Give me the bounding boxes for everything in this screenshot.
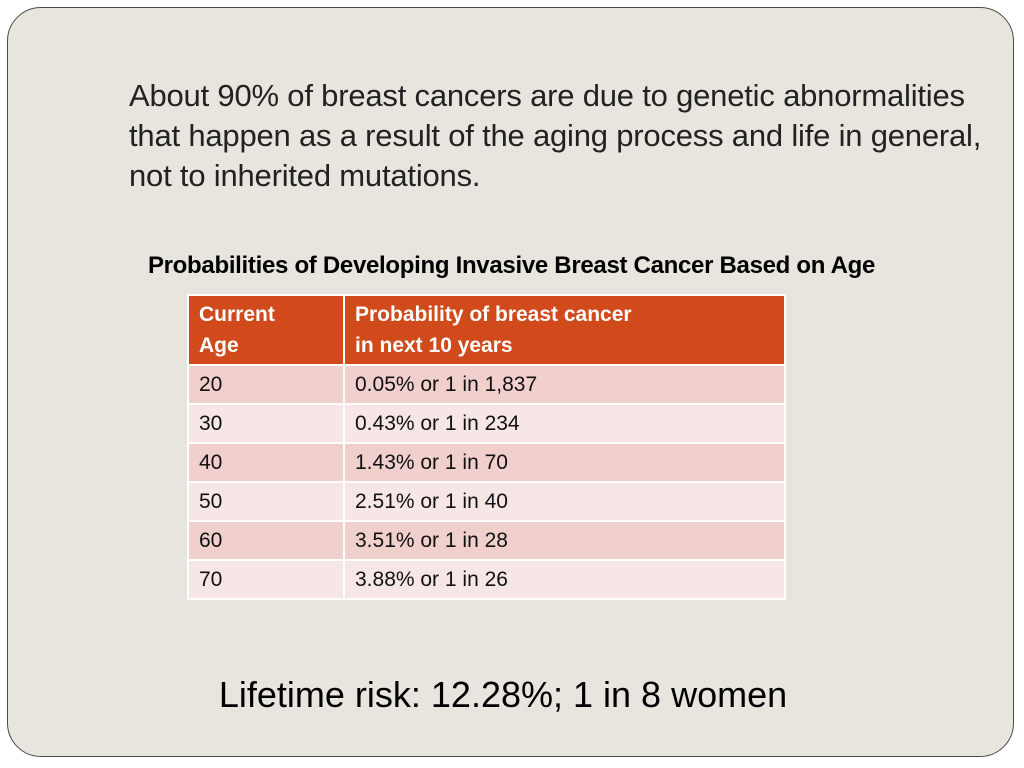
table-title: Probabilities of Developing Invasive Bre… — [147, 252, 876, 279]
probability-table: Current Age Probability of breast cancer… — [187, 294, 786, 600]
probability-cell: 1.43% or 1 in 70 — [343, 442, 786, 483]
probability-cell: 0.05% or 1 in 1,837 — [343, 364, 786, 405]
age-cell: 40 — [187, 442, 345, 483]
slide-frame: About 90% of breast cancers are due to g… — [7, 7, 1014, 757]
table-header-row: Current Age Probability of breast cancer… — [187, 294, 786, 366]
lifetime-risk-text: Lifetime risk: 12.28%; 1 in 8 women — [218, 674, 788, 715]
header-probability: Probability of breast cancer in next 10 … — [343, 294, 786, 366]
table-row: 60 3.51% or 1 in 28 — [187, 520, 786, 561]
table-row: 40 1.43% or 1 in 70 — [187, 442, 786, 483]
table-row: 20 0.05% or 1 in 1,837 — [187, 364, 786, 405]
probability-cell: 2.51% or 1 in 40 — [343, 481, 786, 522]
header-prob-line1: Probability of breast cancer — [355, 303, 632, 326]
age-cell: 20 — [187, 364, 345, 405]
header-age-line2: Age — [199, 334, 239, 357]
age-cell: 30 — [187, 403, 345, 444]
age-cell: 50 — [187, 481, 345, 522]
table-row: 30 0.43% or 1 in 234 — [187, 403, 786, 444]
age-cell: 70 — [187, 559, 345, 600]
probability-cell: 3.51% or 1 in 28 — [343, 520, 786, 561]
probability-cell: 0.43% or 1 in 234 — [343, 403, 786, 444]
table-row: 70 3.88% or 1 in 26 — [187, 559, 786, 600]
age-cell: 60 — [187, 520, 345, 561]
header-current-age: Current Age — [187, 294, 345, 366]
table-row: 50 2.51% or 1 in 40 — [187, 481, 786, 522]
intro-paragraph: About 90% of breast cancers are due to g… — [129, 78, 982, 193]
header-prob-line2: in next 10 years — [355, 334, 513, 357]
probability-cell: 3.88% or 1 in 26 — [343, 559, 786, 600]
header-age-line1: Current — [199, 303, 275, 326]
